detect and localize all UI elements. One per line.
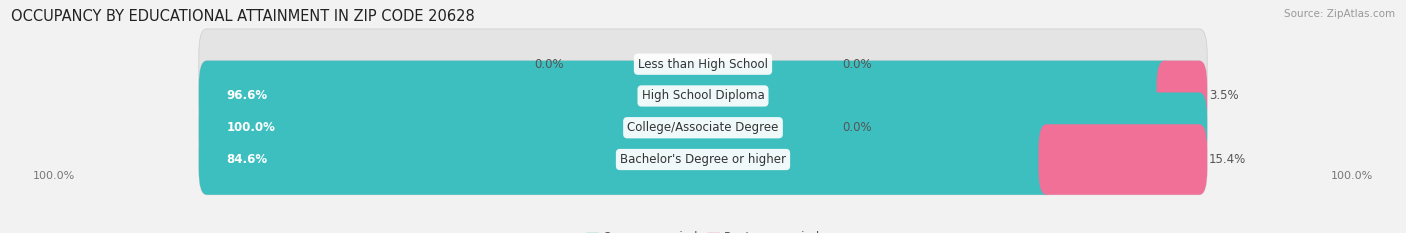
Text: 3.5%: 3.5% (1209, 89, 1239, 103)
Text: 0.0%: 0.0% (534, 58, 564, 71)
Text: 100.0%: 100.0% (1330, 171, 1372, 181)
Text: 96.6%: 96.6% (226, 89, 267, 103)
FancyBboxPatch shape (198, 29, 1208, 99)
Text: 0.0%: 0.0% (842, 121, 872, 134)
FancyBboxPatch shape (1157, 61, 1208, 131)
Text: High School Diploma: High School Diploma (641, 89, 765, 103)
Text: College/Associate Degree: College/Associate Degree (627, 121, 779, 134)
Text: OCCUPANCY BY EDUCATIONAL ATTAINMENT IN ZIP CODE 20628: OCCUPANCY BY EDUCATIONAL ATTAINMENT IN Z… (11, 9, 475, 24)
Text: Bachelor's Degree or higher: Bachelor's Degree or higher (620, 153, 786, 166)
Text: 15.4%: 15.4% (1209, 153, 1246, 166)
FancyBboxPatch shape (198, 124, 1208, 195)
Text: 100.0%: 100.0% (34, 171, 76, 181)
FancyBboxPatch shape (198, 61, 1208, 131)
FancyBboxPatch shape (198, 61, 1174, 131)
Legend: Owner-occupied, Renter-occupied: Owner-occupied, Renter-occupied (581, 226, 825, 233)
FancyBboxPatch shape (198, 93, 1208, 163)
FancyBboxPatch shape (1039, 124, 1208, 195)
Text: 0.0%: 0.0% (842, 58, 872, 71)
FancyBboxPatch shape (198, 124, 1054, 195)
Text: Source: ZipAtlas.com: Source: ZipAtlas.com (1284, 9, 1395, 19)
Text: Less than High School: Less than High School (638, 58, 768, 71)
Text: 100.0%: 100.0% (226, 121, 276, 134)
Text: 84.6%: 84.6% (226, 153, 267, 166)
FancyBboxPatch shape (198, 93, 1208, 163)
